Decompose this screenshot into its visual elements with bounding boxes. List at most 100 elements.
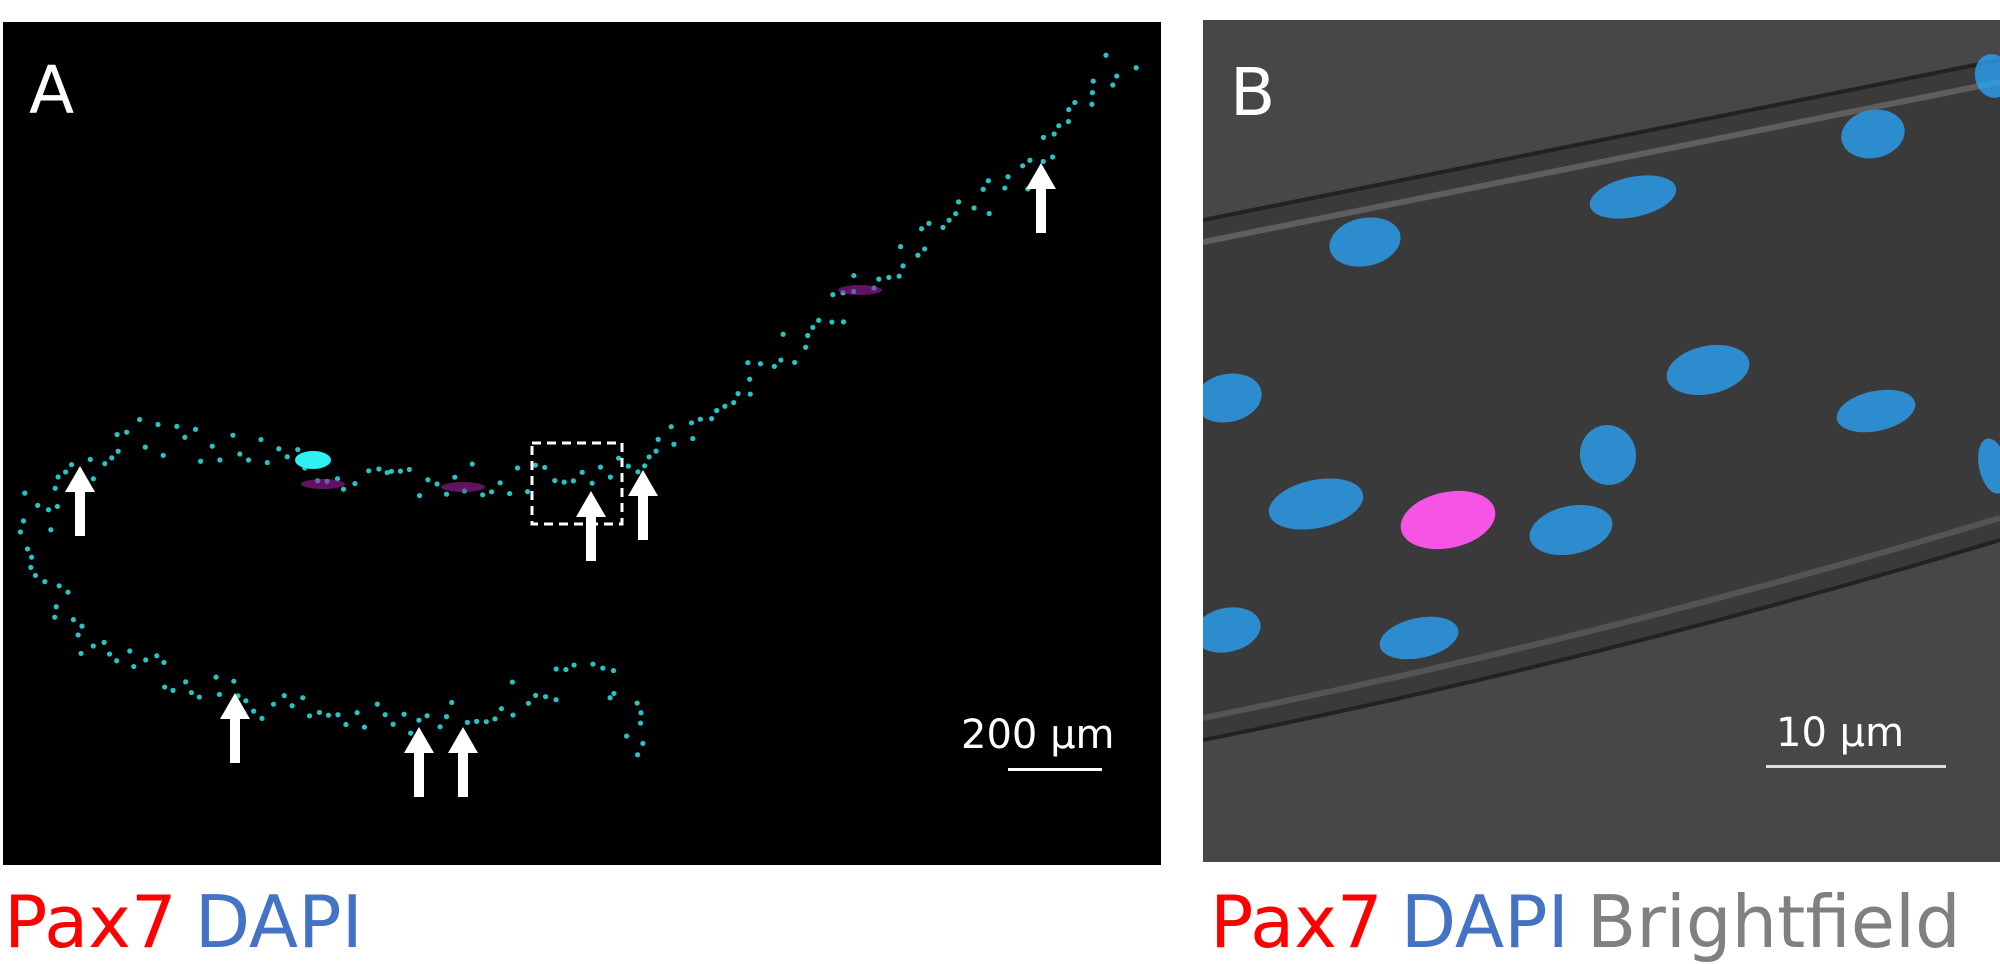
dapi-nucleus — [174, 423, 180, 429]
dapi-nucleus — [90, 476, 96, 482]
dapi-nucleus — [102, 461, 108, 467]
dapi-nucleus — [747, 391, 753, 397]
dapi-nucleus — [376, 466, 382, 472]
dapi-nucleus — [434, 481, 440, 487]
dapi-nucleus — [690, 435, 696, 442]
dapi-nucleus — [87, 456, 93, 462]
dapi-nucleus — [507, 490, 513, 497]
dapi-nucleus — [1050, 154, 1056, 160]
scale-bar-a — [1008, 768, 1102, 771]
dapi-nucleus — [374, 701, 380, 707]
dapi-nucleus — [553, 666, 559, 672]
dapi-nucleus — [124, 429, 130, 435]
fiber-edge-bottom — [1203, 538, 2000, 742]
dapi-nucleus — [851, 272, 857, 279]
dapi-nucleus — [109, 455, 115, 461]
dapi-nucleus — [289, 703, 295, 709]
dapi-nucleus — [1089, 90, 1096, 96]
dapi-nucleus — [480, 492, 486, 498]
dapi-nucleus — [876, 276, 882, 282]
dapi-nucleus — [840, 319, 847, 325]
dapi-nucleus — [65, 589, 71, 595]
dapi-nucleus — [258, 436, 264, 443]
dapi-nucleus — [1133, 65, 1139, 71]
dapi-nucleus — [1329, 217, 1401, 267]
dapi-nucleus — [366, 468, 372, 474]
dapi-nucleus — [361, 724, 367, 730]
dapi-nucleus — [1005, 174, 1011, 180]
dapi-nucleus — [384, 469, 390, 476]
dapi-nucleus — [316, 709, 323, 716]
dapi-nucleus — [63, 469, 69, 475]
dapi-nucleus — [668, 424, 674, 430]
dapi-nucleus — [1002, 185, 1008, 191]
dapi-nucleus — [1020, 163, 1026, 169]
dapi-nucleus — [437, 724, 443, 730]
dapi-nucleus — [980, 186, 986, 192]
dapi-nucleus — [425, 477, 431, 483]
scale-bar-label-a: 200 µm — [961, 712, 1115, 758]
dapi-nucleus — [474, 718, 480, 724]
dapi-nucleus — [896, 273, 902, 279]
dapi-nucleus — [343, 721, 349, 728]
dapi-nucleus — [295, 446, 301, 453]
dapi-nucleus — [600, 665, 606, 671]
legend-pax7: Pax7 — [4, 880, 177, 964]
dapi-nucleus — [1841, 109, 1905, 159]
dapi-nucleus — [498, 706, 505, 712]
dapi-nucleus — [922, 246, 928, 252]
dapi-nucleus — [334, 476, 341, 482]
fiber-edge-top — [1203, 58, 2000, 222]
dapi-nucleus — [971, 205, 977, 211]
dapi-nucleus — [510, 712, 516, 718]
dapi-nucleus — [22, 490, 28, 496]
dapi-nucleus — [28, 564, 34, 571]
dapi-nucleus — [625, 463, 631, 469]
dapi-nucleus — [352, 480, 358, 487]
myofiber-overview — [17, 52, 1139, 797]
dapi-nucleus — [655, 436, 661, 442]
dapi-nucleus — [281, 693, 287, 699]
dapi-nucleus — [284, 454, 290, 460]
dapi-nucleus — [1089, 101, 1095, 107]
dapi-nucleus — [306, 713, 313, 719]
fiber-membrane-bottom — [1203, 515, 2000, 721]
dapi-nucleus — [792, 359, 798, 366]
dapi-nucleus — [136, 416, 143, 423]
legend-brightfield: Brightfield — [1586, 880, 1961, 964]
dapi-nucleus — [182, 434, 188, 440]
dapi-nucleus — [780, 331, 786, 337]
scale-bar-label-b: 10 µm — [1776, 710, 1905, 756]
dapi-nucleus — [985, 178, 991, 184]
dapi-nucleus — [52, 485, 58, 491]
dapi-nucleus — [778, 357, 784, 363]
dapi-nucleus — [53, 604, 59, 610]
dapi-nucleus — [955, 199, 962, 205]
dapi-nucleus — [492, 716, 498, 722]
dapi-nucleus — [488, 489, 495, 495]
dapi-nucleus — [532, 692, 539, 698]
arrow-up-icon — [404, 727, 434, 797]
dapi-nucleus — [1110, 82, 1116, 88]
dapi-nucleus — [497, 480, 503, 486]
dapi-nucleus — [406, 466, 412, 473]
dapi-nucleus — [230, 432, 236, 438]
dapi-nucleus — [70, 617, 77, 623]
dapi-nucleus — [75, 632, 81, 638]
dapi-nucleus — [697, 416, 703, 422]
dapi-nucleus — [160, 452, 166, 458]
dapi-nucleus — [340, 486, 347, 492]
legend-a: Pax7 DAPI — [4, 880, 381, 964]
dapi-nucleus — [32, 572, 39, 579]
dapi-nucleus — [640, 740, 646, 747]
dapi-nucleus — [757, 361, 764, 367]
dapi-nucleus — [634, 700, 640, 706]
dapi-nucleus — [1666, 344, 1750, 396]
dapi-nucleus — [68, 462, 75, 468]
dapi-nucleus — [101, 639, 107, 645]
panel-a-fluorescence-image: A 200 µm — [3, 22, 1161, 865]
dapi-nucleus — [469, 461, 475, 467]
dapi-nucleus — [443, 491, 450, 497]
dapi-nucleus — [897, 244, 904, 250]
dapi-nucleus — [216, 691, 223, 698]
